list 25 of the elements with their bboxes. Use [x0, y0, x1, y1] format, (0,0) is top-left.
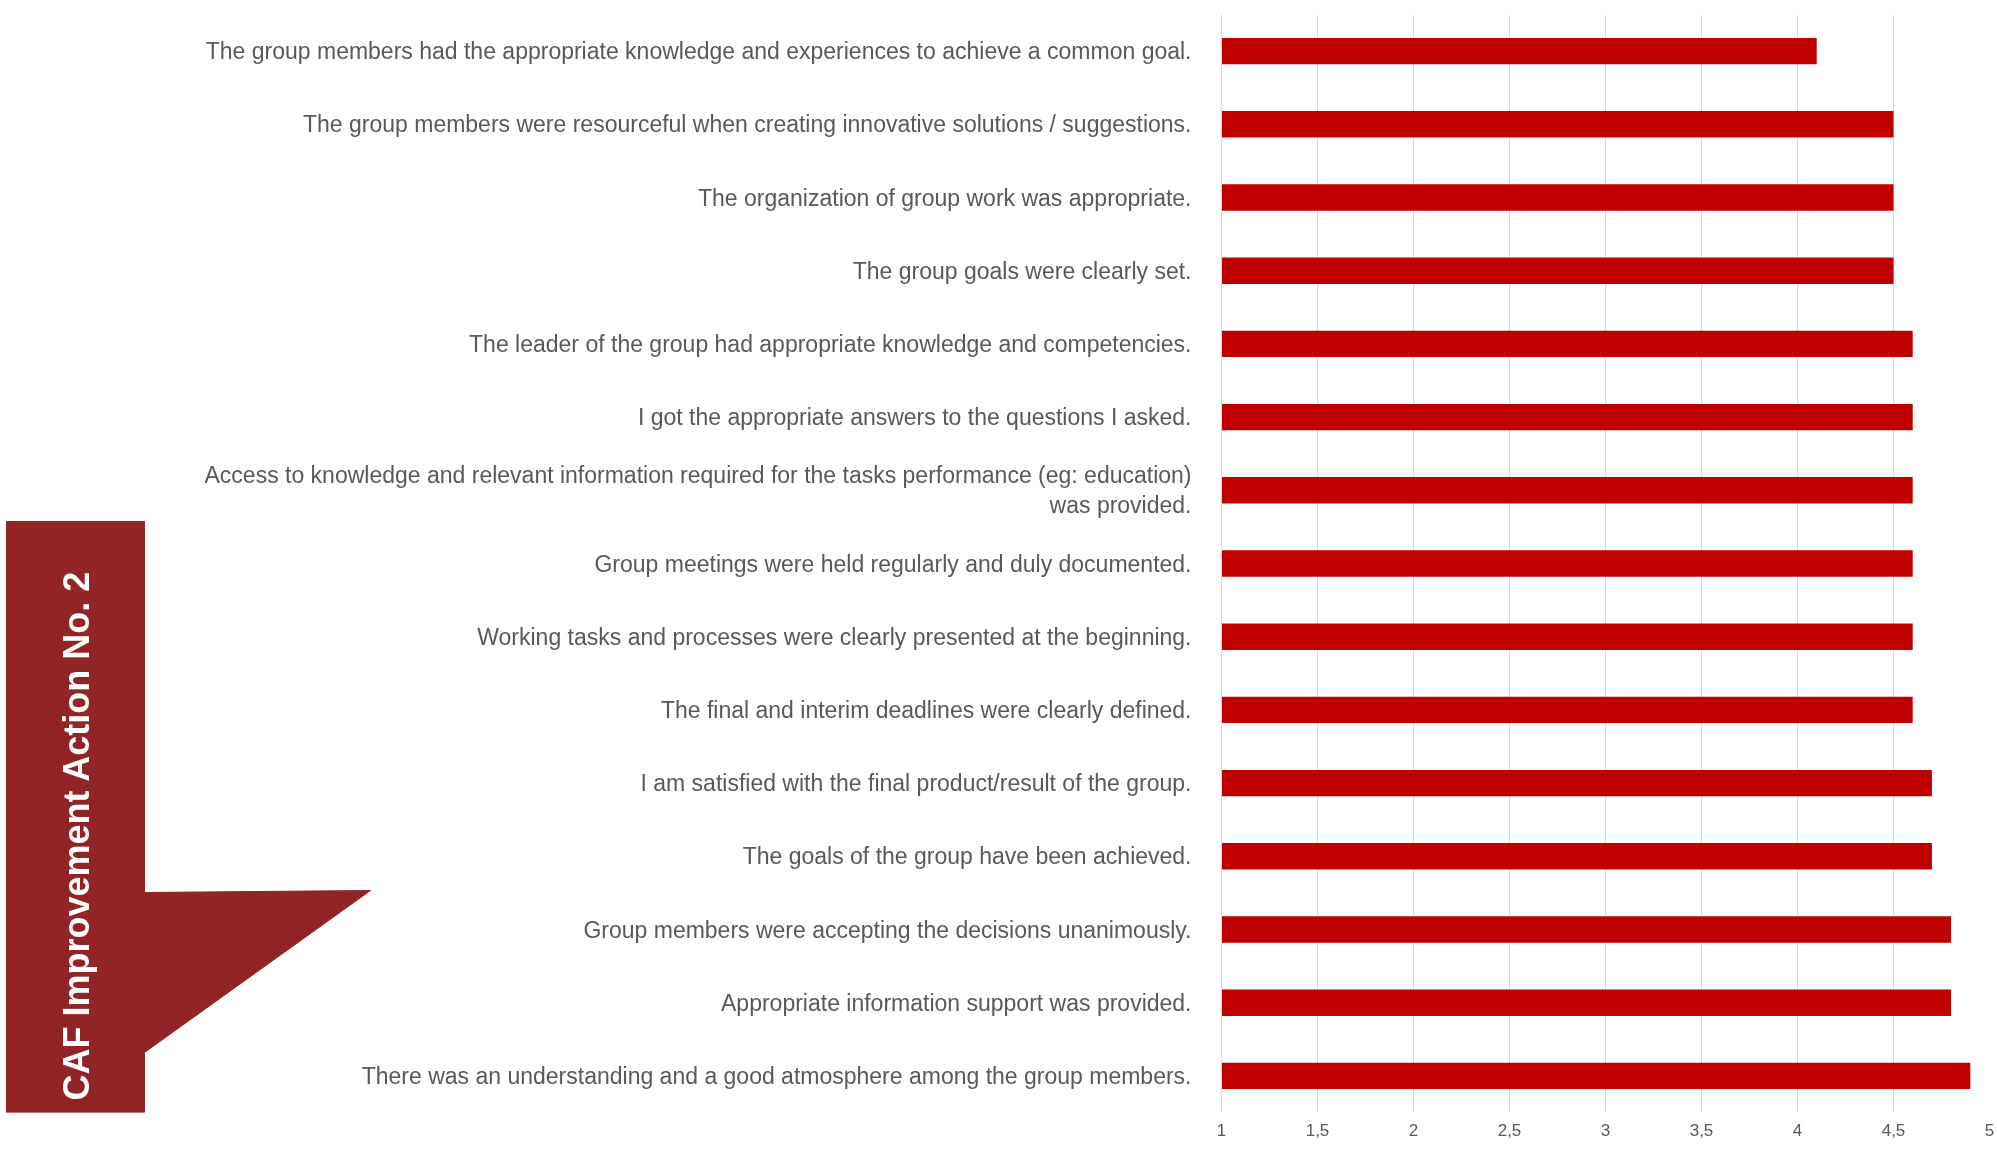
- x-tick-label: 4: [1792, 1120, 1803, 1140]
- x-tick-label: 5: [1984, 1120, 1995, 1140]
- y-tick-label: The group goals were clearly set.: [852, 257, 1192, 284]
- y-tick-label: The final and interim deadlines were clearly defined.: [660, 696, 1192, 723]
- y-tick-label: I am satisfied with the final product/result of the group.: [640, 770, 1192, 797]
- y-tick-label: Access to knowledge and relevant information required for the tasks performance (eg: education) was provided.: [204, 462, 1192, 519]
- x-tick-label: 2,5: [1497, 1120, 1522, 1140]
- x-tick-label: 3,5: [1689, 1120, 1714, 1140]
- y-tick-label: Appropriate information support was provided.: [721, 989, 1192, 1016]
- x-tick-label: 3: [1600, 1120, 1611, 1140]
- x-tick-label: 4,5: [1881, 1120, 1906, 1140]
- y-tick-label: Group members were accepting the decisions unanimously.: [583, 916, 1192, 943]
- y-tick-label: The group members had the appropriate knowledge and experiences to achieve a common goal.: [205, 38, 1192, 65]
- y-tick-label: There was an understanding and a good atmosphere among the group members.: [361, 1062, 1192, 1089]
- y-tick-label: Working tasks and processes were clearly presented at the beginning.: [477, 623, 1192, 650]
- y-tick-label: I got the appropriate answers to the questions I asked.: [637, 404, 1192, 431]
- y-tick-label: The organization of group work was appropriate.: [698, 184, 1192, 211]
- text: CAF Improvement Action No. 2: [56, 571, 97, 1101]
- y-tick-label: The group members were resourceful when creating innovative solutions / suggestions.: [302, 111, 1192, 138]
- y-tick-label: Group meetings were held regularly and duly documented.: [594, 550, 1192, 577]
- x-tick-label: 1,5: [1305, 1120, 1330, 1140]
- x-tick-label: 2: [1408, 1120, 1419, 1140]
- y-tick-label: The leader of the group had appropriate knowledge and competencies.: [469, 330, 1192, 357]
- x-tick-label: 1: [1216, 1120, 1227, 1140]
- y-tick-label: The goals of the group have been achieved.: [742, 843, 1192, 870]
